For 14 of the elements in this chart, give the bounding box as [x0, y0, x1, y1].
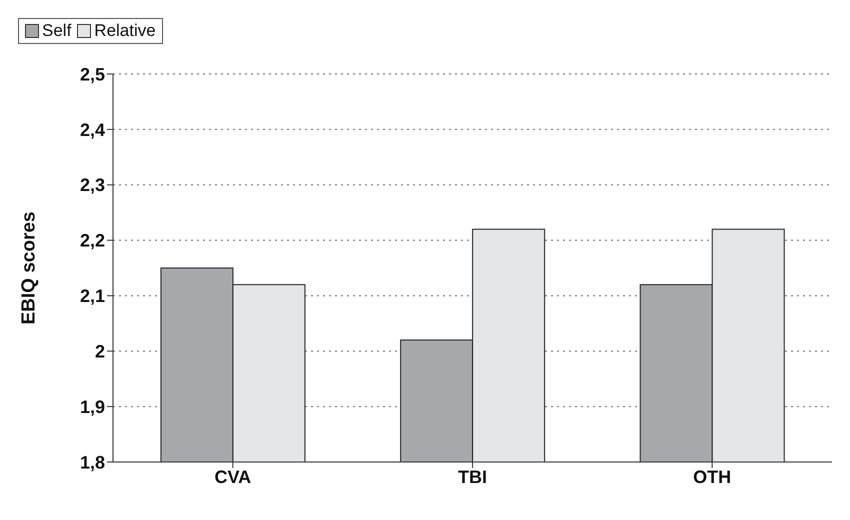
x-tick-label: CVA [214, 466, 252, 487]
x-tick-label: OTH [693, 466, 732, 487]
y-tick-label: 2,1 [80, 286, 105, 306]
y-tick-label: 1,9 [80, 396, 105, 417]
x-tick-label: TBI [458, 466, 487, 487]
y-tick-label: 2,3 [80, 175, 105, 196]
y-tick-label: 2,4 [80, 120, 105, 140]
legend-label: Relative [93, 21, 156, 41]
y-tick-label: 2,2 [80, 230, 105, 251]
y-tick-label: 2,5 [80, 64, 105, 84]
y-tick-label: 2 [94, 342, 105, 362]
y-axis-title: EBIQ scores [18, 212, 40, 324]
y-tick-label: 1,8 [80, 452, 105, 472]
legend-label: Self [41, 21, 72, 41]
